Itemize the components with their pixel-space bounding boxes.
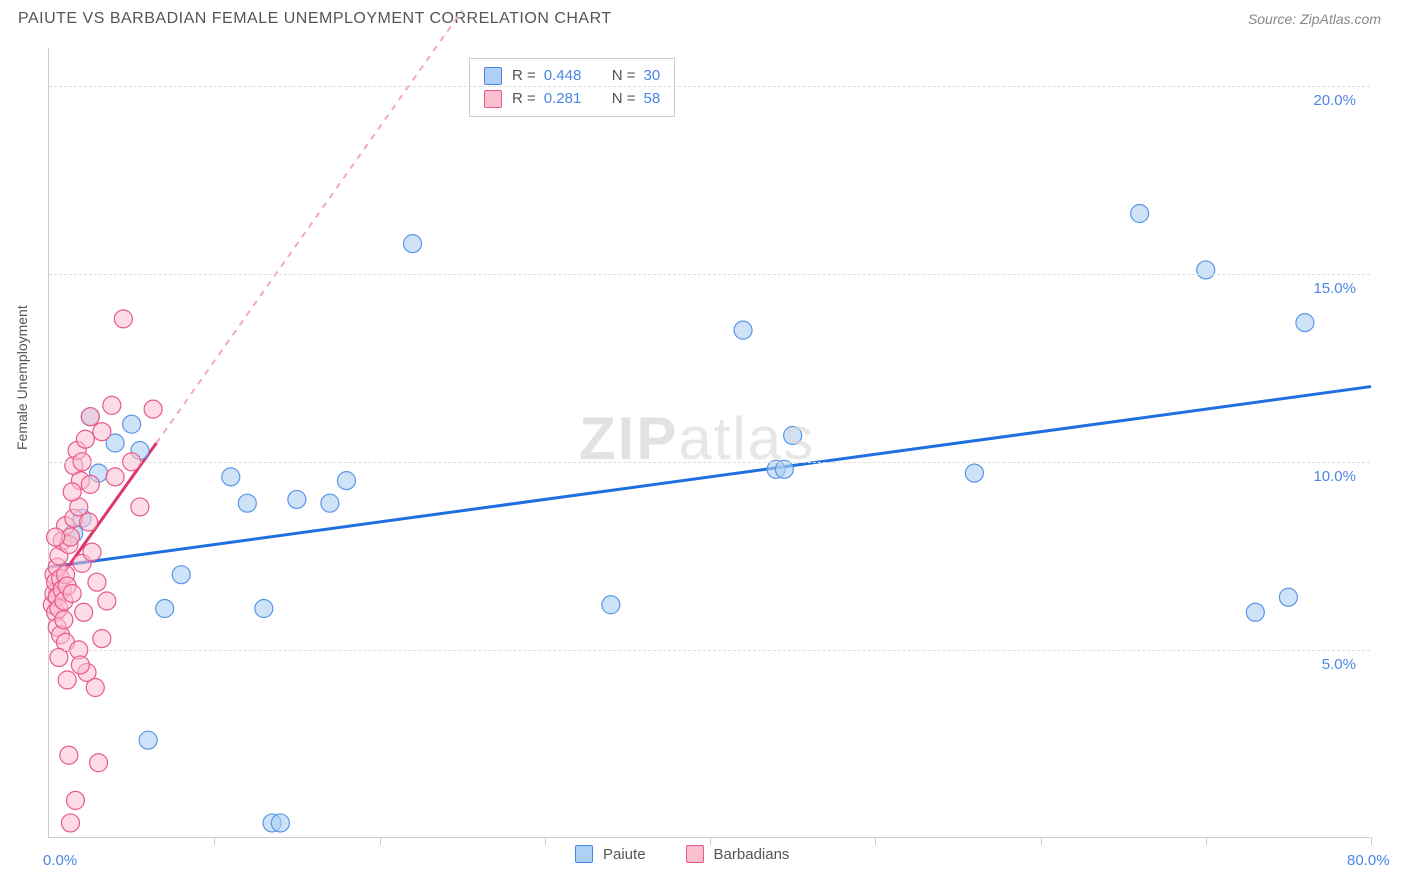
y-tick-label: 20.0% [1313,92,1356,109]
scatter-plot-svg [49,48,1371,838]
x-tick [545,837,546,845]
annotation-row: R = 0.448 N = 30 [484,65,660,88]
x-tick [380,837,381,845]
r-label: R = [512,65,536,88]
legend-label: Paiute [603,846,646,863]
legend-swatch-barbadians-icon [686,845,704,863]
legend: Paiute Barbadians [575,845,789,863]
x-tick [875,837,876,845]
x-tick [1041,837,1042,845]
swatch-pink-icon [484,90,502,108]
y-tick-label: 5.0% [1322,656,1356,673]
x-tick [710,837,711,845]
n-label: N = [612,65,636,88]
r-label: R = [512,88,536,111]
x-tick-label: 80.0% [1347,852,1390,869]
gridline-h [49,650,1370,651]
y-axis-label: Female Unemployment [14,305,30,450]
y-tick-label: 10.0% [1313,468,1356,485]
n-label: N = [612,88,636,111]
gridline-h [49,86,1370,87]
legend-label: Barbadians [714,846,790,863]
chart-area: ZIPatlas R = 0.448 N = 30 R = 0.281 N = … [48,48,1370,838]
chart-title: PAIUTE VS BARBADIAN FEMALE UNEMPLOYMENT … [18,10,612,28]
n-value: 30 [644,65,661,88]
legend-swatch-paiute-icon [575,845,593,863]
swatch-blue-icon [484,67,502,85]
x-tick [1371,837,1372,845]
correlation-annotation: R = 0.448 N = 30 R = 0.281 N = 58 [469,58,675,117]
r-value: 0.448 [544,65,594,88]
gridline-h [49,462,1370,463]
x-tick [1206,837,1207,845]
n-value: 58 [644,88,661,111]
x-tick-label: 0.0% [43,852,77,869]
y-tick-label: 15.0% [1313,280,1356,297]
source-label: Source: ZipAtlas.com [1248,11,1381,27]
x-tick [214,837,215,845]
annotation-row: R = 0.281 N = 58 [484,88,660,111]
r-value: 0.281 [544,88,594,111]
gridline-h [49,274,1370,275]
header: PAIUTE VS BARBADIAN FEMALE UNEMPLOYMENT … [0,0,1406,38]
